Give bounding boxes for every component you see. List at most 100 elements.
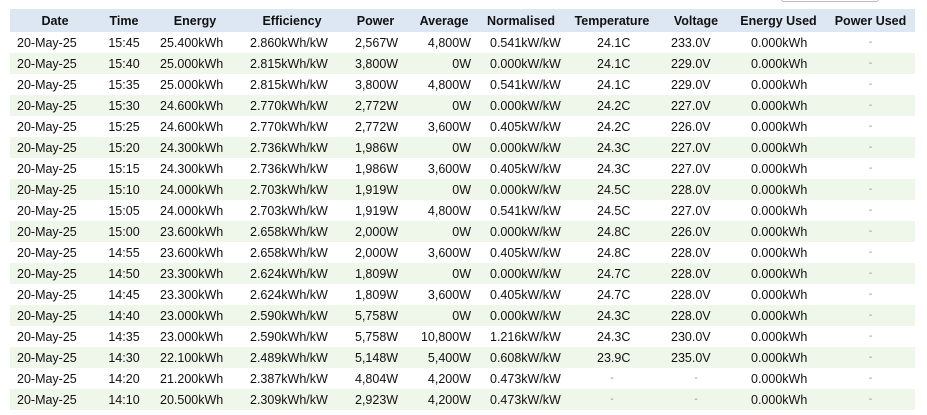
table-cell: 5,400W xyxy=(409,347,479,368)
table-cell: 5,758W xyxy=(342,305,409,326)
table-cell: 2.590kWh/kW xyxy=(250,329,328,344)
table-cell: 228.0V xyxy=(661,179,731,200)
table-cell: 230.0V xyxy=(671,329,711,344)
table-cell: 15:35 xyxy=(108,77,140,92)
column-header[interactable]: Efficiency xyxy=(242,9,342,32)
table-cell: 24.000kWh xyxy=(160,203,224,218)
table-cell: 20-May-25 xyxy=(17,245,77,260)
table-cell: 3,600W xyxy=(427,119,471,134)
table-cell: 24.300kWh xyxy=(160,161,224,176)
table-cell: 20-May-25 xyxy=(10,137,100,158)
table-cell: 0.000kWh xyxy=(731,347,826,368)
table-cell: - xyxy=(868,37,873,48)
table-cell: 226.0V xyxy=(671,119,711,134)
table-cell: 233.0V xyxy=(671,35,711,50)
table-cell: - xyxy=(868,79,873,90)
table-cell: 2.590kWh/kW xyxy=(242,305,342,326)
table-cell: 2.624kWh/kW xyxy=(250,287,328,302)
table-cell: 229.0V xyxy=(671,77,711,92)
table-cell: - xyxy=(868,163,873,174)
table-row: 20-May-25 15:00 23.600kWh 2.658kWh/kW 2,000W… xyxy=(10,221,915,242)
table-cell: 0.000kWh xyxy=(751,203,808,218)
table-cell: - xyxy=(868,121,873,132)
table-cell: 25.400kWh xyxy=(160,35,224,50)
table-cell: 0.608kW/kW xyxy=(479,347,563,368)
table-cell: - xyxy=(610,373,614,384)
column-header[interactable]: Energy xyxy=(148,9,242,32)
table-cell: 0.541kW/kW xyxy=(490,77,561,92)
table-cell: 24.5C xyxy=(563,179,661,200)
search-box[interactable] xyxy=(781,0,879,2)
table-cell: 2,567W xyxy=(355,35,399,50)
table-cell: 0.000kWh xyxy=(731,95,826,116)
table-cell: - xyxy=(868,373,873,384)
table-cell: 20-May-25 xyxy=(17,329,77,344)
table-cell: 0.000kWh xyxy=(751,119,808,134)
table-cell: 0.000kWh xyxy=(731,263,826,284)
table-cell: 20-May-25 xyxy=(17,77,77,92)
table-cell: 3,800W xyxy=(355,77,399,92)
column-header[interactable]: Average xyxy=(409,9,479,32)
table-cell: 24.600kWh xyxy=(160,119,224,134)
table-cell: 0.000kWh xyxy=(751,245,808,260)
table-cell: 2,772W xyxy=(342,95,409,116)
table-cell: 23.600kWh xyxy=(148,221,242,242)
table-cell: 0.000kWh xyxy=(751,287,808,302)
column-header[interactable]: Date xyxy=(10,9,100,32)
table-row: 20-May-25 14:35 23.000kWh 2.590kWh/kW 5,758W… xyxy=(10,326,915,347)
table-cell: 2.815kWh/kW xyxy=(250,77,328,92)
table-cell: 24.3C xyxy=(597,161,631,176)
table-row: 20-May-25 14:40 23.000kWh 2.590kWh/kW 5,758W… xyxy=(10,305,915,326)
table-cell: - xyxy=(661,389,731,410)
table-cell: 4,800W xyxy=(427,35,471,50)
table-cell: 0.000kWh xyxy=(731,389,826,410)
table-cell: 229.0V xyxy=(661,53,731,74)
table-cell: 0.541kW/kW xyxy=(490,35,561,50)
table-cell: 0.405kW/kW xyxy=(490,119,561,134)
table-cell: 2,923W xyxy=(342,389,409,410)
table-cell: - xyxy=(826,305,915,326)
table-cell: 15:15 xyxy=(108,161,140,176)
table-cell: 10,800W xyxy=(420,329,471,344)
table-cell: 0.000kWh xyxy=(731,305,826,326)
column-header[interactable]: Normalised xyxy=(479,9,563,32)
table-row: 20-May-25 15:35 25.000kWh 2.815kWh/kW 3,800W… xyxy=(10,74,915,95)
table-cell: 2.770kWh/kW xyxy=(242,95,342,116)
table-cell: 5,758W xyxy=(355,329,399,344)
table-cell: 1,986W xyxy=(355,161,399,176)
table-cell: 25.000kWh xyxy=(148,53,242,74)
column-header[interactable]: Power Used xyxy=(826,9,915,32)
table-cell: 24.2C xyxy=(597,119,631,134)
column-header[interactable]: Time xyxy=(100,9,148,32)
table-cell: 20-May-25 xyxy=(10,305,100,326)
table-cell: 15:45 xyxy=(108,35,140,50)
table-cell: 0.000kW/kW xyxy=(479,305,563,326)
table-cell: 20-May-25 xyxy=(10,179,100,200)
column-header[interactable]: Voltage xyxy=(661,9,731,32)
table-cell: 20-May-25 xyxy=(17,203,77,218)
table-cell: 227.0V xyxy=(671,161,711,176)
table-cell: 0.473kW/kW xyxy=(490,371,561,386)
table-cell: 14:45 xyxy=(108,287,140,302)
table-cell: 4,800W xyxy=(427,77,471,92)
table-cell: 1,986W xyxy=(342,137,409,158)
table-cell: 2.624kWh/kW xyxy=(242,263,342,284)
table-cell: 0W xyxy=(409,263,479,284)
table-cell: - xyxy=(694,373,698,384)
column-header[interactable]: Energy Used xyxy=(731,9,826,32)
table-cell: 2.387kWh/kW xyxy=(250,371,328,386)
table-cell: 2.309kWh/kW xyxy=(242,389,342,410)
table-cell: 15:00 xyxy=(100,221,148,242)
table-cell: 0.000kW/kW xyxy=(479,137,563,158)
table-cell: 0W xyxy=(409,53,479,74)
table-row: 20-May-25 15:10 24.000kWh 2.703kWh/kW 1,919W… xyxy=(10,179,915,200)
table-cell: 0.000kW/kW xyxy=(479,95,563,116)
table-cell: 0W xyxy=(409,305,479,326)
table-cell: 235.0V xyxy=(661,347,731,368)
table-cell: 24.8C xyxy=(597,245,631,260)
table-cell: 25.000kWh xyxy=(160,77,224,92)
column-header[interactable]: Temperature xyxy=(563,9,661,32)
column-header[interactable]: Power xyxy=(342,9,409,32)
table-cell: 24.3C xyxy=(563,137,661,158)
